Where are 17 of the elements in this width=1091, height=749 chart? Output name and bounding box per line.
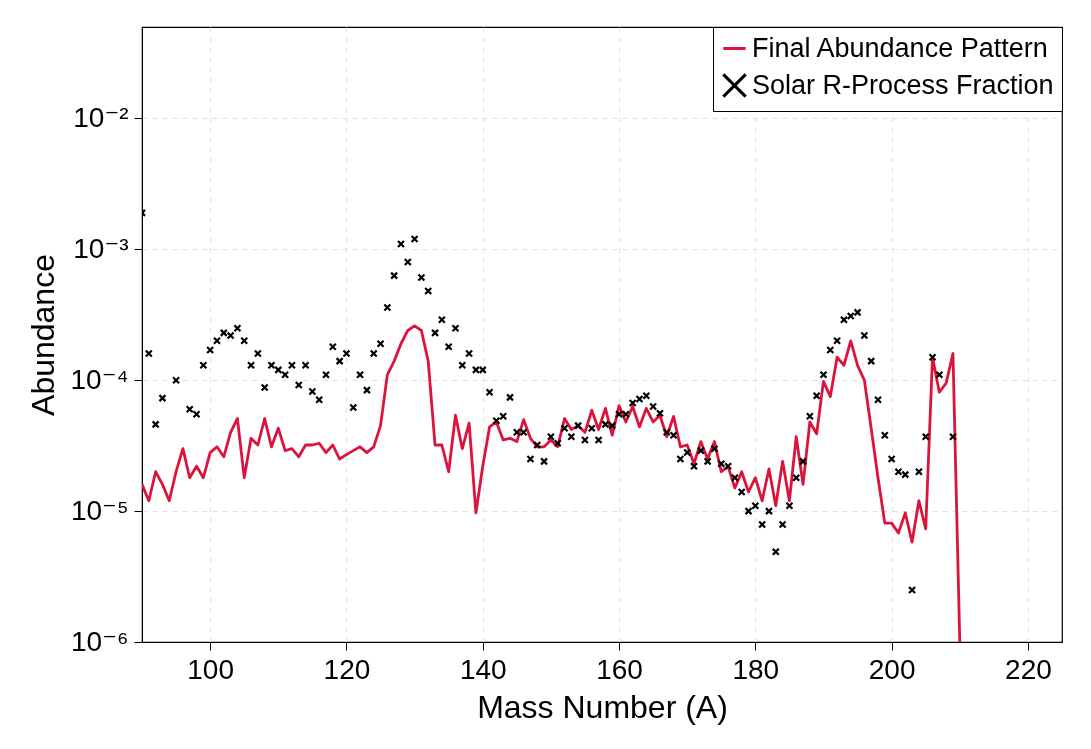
x-tick-label: 220 — [1005, 653, 1052, 685]
y-tick-label: 10⁻⁴ — [70, 363, 129, 395]
x-tick-label: 180 — [732, 653, 780, 685]
y-tick-label: 10⁻² — [73, 101, 129, 133]
x-tick-label: 100 — [187, 653, 235, 685]
x-tick-label: 140 — [459, 653, 507, 685]
x-tick-label: 160 — [596, 653, 643, 685]
x-axis-title: Mass Number (A) — [477, 688, 728, 725]
x-tick-label: 200 — [868, 653, 916, 685]
y-axis-title: Abundance — [24, 254, 61, 416]
y-tick-label: 10⁻⁶ — [71, 625, 129, 657]
x-tick-label: 120 — [323, 653, 371, 685]
line-series — [142, 324, 962, 642]
y-tick-label: 10⁻⁵ — [70, 494, 129, 526]
y-tick-label: 10⁻³ — [73, 232, 129, 264]
legend-label: Final Abundance Pattern — [752, 32, 1048, 63]
legend-label: Solar R-Process Fraction — [752, 69, 1054, 100]
